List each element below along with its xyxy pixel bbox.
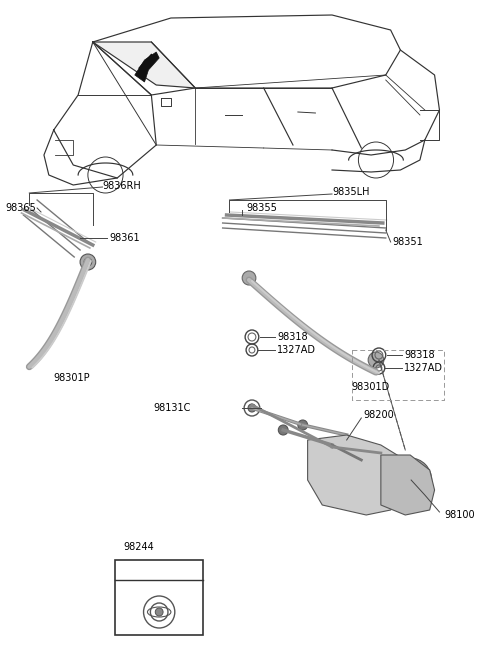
Text: 98361: 98361 — [109, 233, 140, 243]
Text: 98318: 98318 — [277, 332, 308, 342]
Circle shape — [328, 443, 336, 451]
Text: 98131C: 98131C — [153, 403, 191, 413]
Circle shape — [80, 254, 96, 270]
Text: 98351: 98351 — [393, 237, 423, 247]
Circle shape — [298, 420, 308, 430]
Text: 98355: 98355 — [246, 203, 277, 213]
Circle shape — [242, 271, 256, 285]
Text: 98365: 98365 — [5, 203, 36, 213]
Text: 1327AD: 1327AD — [277, 345, 316, 355]
Circle shape — [278, 425, 288, 435]
Circle shape — [368, 352, 384, 368]
Polygon shape — [93, 42, 195, 88]
Text: 9836RH: 9836RH — [103, 181, 141, 191]
Text: 98244: 98244 — [123, 542, 154, 552]
Text: 98318: 98318 — [404, 350, 435, 360]
Circle shape — [248, 404, 256, 412]
Text: 98100: 98100 — [444, 510, 475, 520]
Circle shape — [324, 439, 340, 455]
Text: 98301D: 98301D — [351, 382, 390, 392]
Bar — [115, 560, 203, 635]
Polygon shape — [135, 52, 159, 82]
Polygon shape — [308, 435, 405, 515]
Text: 9835LH: 9835LH — [332, 187, 370, 197]
Text: 98301P: 98301P — [54, 373, 90, 383]
Circle shape — [84, 258, 92, 266]
Circle shape — [155, 608, 163, 616]
Circle shape — [396, 466, 424, 494]
Polygon shape — [381, 455, 434, 515]
Circle shape — [389, 458, 432, 502]
Circle shape — [404, 474, 416, 486]
Text: 1327AD: 1327AD — [404, 363, 444, 373]
Text: 98200: 98200 — [363, 410, 394, 420]
